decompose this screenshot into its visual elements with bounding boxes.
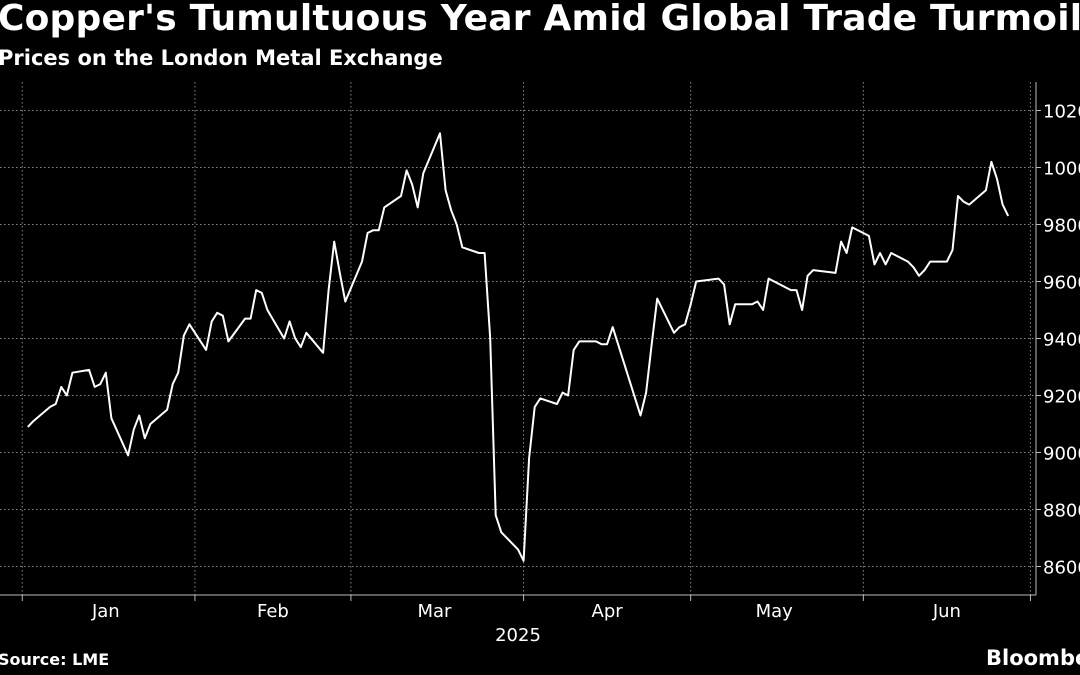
- x-tick-label: Jan: [91, 601, 120, 622]
- y-tick-label: 10200: [1043, 102, 1080, 123]
- series-line: [27, 132, 1010, 562]
- grid-lines: [0, 82, 1036, 595]
- x-tick-label: Mar: [417, 601, 452, 622]
- x-tick-label: May: [756, 601, 794, 622]
- x-tick-label: Apr: [592, 601, 624, 622]
- x-axis-label: 2025: [495, 625, 541, 646]
- x-tick-label: Jun: [932, 601, 961, 622]
- y-tick-label: 9200: [1043, 387, 1080, 408]
- y-tick-label: 10000: [1043, 159, 1080, 180]
- y-tick-label: 9800: [1043, 216, 1080, 237]
- series-layer: [27, 132, 1010, 562]
- y-tick-label: 9400: [1043, 330, 1080, 351]
- axes: [0, 82, 1041, 601]
- y-tick-label: 9000: [1043, 444, 1080, 465]
- brand-logo: Bloomberg: [986, 646, 1080, 670]
- chart-subtitle: Prices on the London Metal Exchange: [0, 46, 443, 70]
- y-tick-label: 8600: [1043, 558, 1080, 579]
- source-note: Source: LME: [0, 650, 110, 669]
- chart-title: Copper's Tumultuous Year Amid Global Tra…: [0, 0, 1080, 39]
- y-tick-label: 9600: [1043, 273, 1080, 294]
- y-tick-label: 8800: [1043, 501, 1080, 522]
- x-tick-label: Feb: [257, 601, 289, 622]
- tick-labels: 8600 8800 9000 9200 9400 9600 9800 10000 10200 Ja…: [91, 102, 1080, 647]
